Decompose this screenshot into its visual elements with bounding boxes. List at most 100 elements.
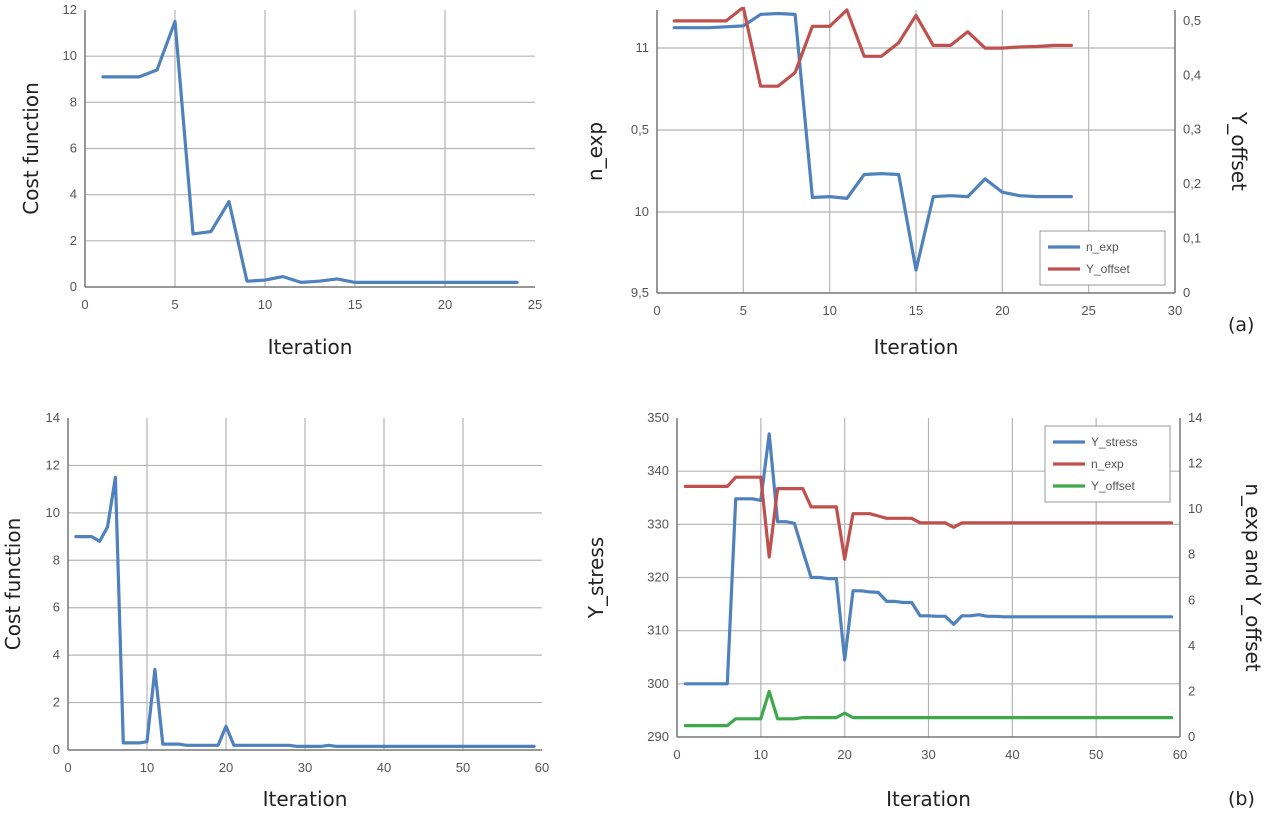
x-tick-label: 25 [1081, 303, 1095, 318]
x-tick-label: 50 [1089, 747, 1103, 762]
y-axis-title: n_exp [583, 122, 607, 181]
chart-panel-2: 0 5 10 15 20 25 30 9,5 10 0,5 11 0 0,1 0,2 0,3 0,4 0,5 It… [583, 7, 1251, 359]
y2-axis-title: n_exp and Y_offset [1241, 483, 1265, 671]
x-axis-title: Iteration [263, 787, 348, 811]
y-axis-title: Cost function [1, 518, 25, 651]
y-axis-title: Cost function [19, 82, 43, 215]
y-tick-label: 0 [70, 279, 77, 294]
series-line-y-offset [672, 7, 1074, 88]
x-tick-label: 40 [377, 760, 391, 775]
x-tick-label: 20 [995, 303, 1009, 318]
panel-label-b: (b) [1228, 788, 1255, 810]
x-tick-label: 5 [171, 297, 178, 312]
series-line-cost-function [101, 19, 519, 284]
y2-axis-title: Y_offset [1227, 111, 1251, 191]
x-tick-label: 30 [298, 760, 312, 775]
x-axis-title: Iteration [268, 335, 353, 359]
legend-box [1039, 230, 1166, 286]
y-tick-label: 6 [70, 141, 77, 156]
y2-tick-label: 8 [1188, 547, 1195, 562]
x-tick-label: 20 [219, 760, 233, 775]
y-tick-label: 4 [70, 187, 77, 202]
chart-panel-4: 0 10 20 30 40 50 60 290 300 310 320 330 340 350 0 2 4 6 8 1… [584, 410, 1265, 811]
y-tick-label: 2 [53, 695, 60, 710]
series-line-y-stress [683, 432, 1174, 686]
y-tick-label: 10 [46, 505, 60, 520]
x-tick-label: 10 [822, 303, 836, 318]
x-tick-label: 25 [528, 297, 542, 312]
legend-label: Y_offset [1086, 262, 1130, 276]
y-tick-label: 8 [70, 94, 77, 109]
y-axis-title: Y_stress [584, 537, 608, 619]
y2-tick-label: 0,3 [1183, 122, 1201, 137]
x-tick-label: 30 [1168, 303, 1182, 318]
x-tick-label: 15 [909, 303, 923, 318]
y2-tick-label: 2 [1188, 683, 1195, 698]
x-tick-label: 10 [754, 747, 768, 762]
y2-tick-label: 12 [1188, 456, 1202, 471]
y2-tick-label: 0,5 [1183, 13, 1201, 28]
x-tick-label: 20 [837, 747, 851, 762]
y-tick-label: 340 [647, 463, 669, 478]
legend: Y_stress n_exp Y_offset [1044, 425, 1171, 503]
y-tick-label: 320 [647, 570, 669, 585]
y-tick-label: 0,5 [631, 122, 649, 137]
y-tick-label: 10 [635, 204, 649, 219]
x-tick-label: 10 [140, 760, 154, 775]
y-tick-label: 4 [53, 647, 60, 662]
y2-tick-label: 0,2 [1183, 176, 1201, 191]
y2-tick-label: 0 [1188, 729, 1195, 744]
y-tick-label: 6 [53, 600, 60, 615]
y2-tick-label: 4 [1188, 638, 1195, 653]
y-tick-label: 350 [647, 410, 669, 425]
legend-label: n_exp [1091, 457, 1124, 471]
y-tick-label: 10 [63, 48, 77, 63]
y2-tick-label: 0,1 [1183, 231, 1201, 246]
y-tick-label: 12 [46, 457, 60, 472]
y2-tick-label: 0,4 [1183, 67, 1201, 82]
y-tick-label: 290 [647, 729, 669, 744]
series-line-n-exp [672, 11, 1074, 272]
series-line-y-offset [683, 689, 1174, 728]
legend-label: Y_offset [1091, 479, 1135, 493]
y-tick-label: 310 [647, 623, 669, 638]
panel-label-a: (a) [1228, 314, 1254, 336]
x-tick-label: 40 [1005, 747, 1019, 762]
x-tick-label: 0 [64, 760, 71, 775]
y2-tick-label: 10 [1188, 501, 1202, 516]
x-tick-label: 60 [535, 760, 549, 775]
x-tick-label: 0 [81, 297, 88, 312]
y-tick-label: 300 [647, 676, 669, 691]
y2-tick-label: 0 [1183, 285, 1190, 300]
y-tick-label: 8 [53, 552, 60, 567]
x-tick-label: 5 [740, 303, 747, 318]
x-tick-label: 15 [348, 297, 362, 312]
x-tick-label: 0 [653, 303, 660, 318]
y-tick-label: 9,5 [631, 285, 649, 300]
x-tick-label: 20 [438, 297, 452, 312]
legend-label: n_exp [1086, 240, 1119, 254]
x-tick-label: 10 [258, 297, 272, 312]
y-tick-label: 0 [53, 742, 60, 757]
chart-panel-1: 0 5 10 15 20 25 0 2 4 6 8 10 12 Iteration Cost functio… [19, 2, 542, 359]
chart-panel-3: 0 10 20 30 40 50 60 0 2 4 6 8 10 12 14 Iteration Cost fu… [1, 410, 549, 811]
series-line-cost-function [74, 475, 536, 749]
x-tick-label: 0 [673, 747, 680, 762]
x-axis-title: Iteration [874, 335, 959, 359]
x-tick-label: 60 [1173, 747, 1187, 762]
y-tick-label: 330 [647, 516, 669, 531]
legend: n_exp Y_offset [1039, 230, 1166, 286]
legend-label: Y_stress [1091, 435, 1138, 449]
y2-tick-label: 14 [1188, 410, 1202, 425]
series-line-n-exp [683, 475, 1174, 561]
y-tick-label: 2 [70, 233, 77, 248]
y-tick-label: 11 [636, 40, 650, 55]
x-tick-label: 50 [456, 760, 470, 775]
y2-tick-label: 6 [1188, 592, 1195, 607]
y-tick-label: 14 [46, 410, 60, 425]
y-tick-label: 12 [63, 2, 77, 17]
x-axis-title: Iteration [886, 787, 971, 811]
x-tick-label: 30 [921, 747, 935, 762]
